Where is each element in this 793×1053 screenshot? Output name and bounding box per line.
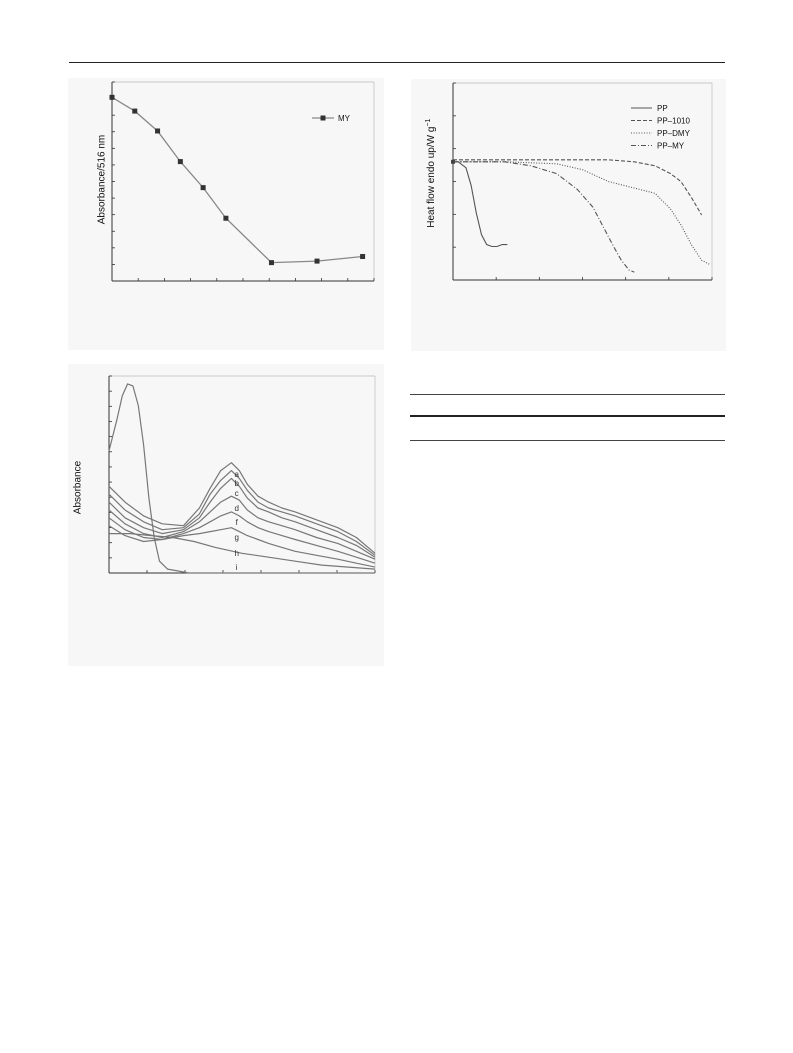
curve-label-g: g — [234, 533, 238, 542]
series-line-2 — [453, 161, 710, 265]
figure-panel-absorbance-516: MY Absorbance/516 nm — [68, 78, 384, 350]
data-point-my — [177, 159, 183, 165]
table-header-rule — [410, 415, 725, 417]
curve-label-a: a — [234, 470, 239, 479]
series-line-my — [111, 96, 363, 264]
start-point-marker — [451, 159, 455, 164]
data-point-my — [200, 185, 206, 191]
data-point-my — [360, 254, 366, 260]
spectrum-curve-c — [108, 477, 376, 558]
y-axis-label-superscript: −1 — [424, 118, 432, 127]
curve-label-h: h — [234, 549, 238, 558]
legend-swatch-marker — [320, 115, 326, 121]
legend-label-2: PP–DMY — [657, 129, 691, 138]
y-axis-label: Absorbance/516 nm — [96, 134, 108, 225]
data-point-my — [314, 258, 320, 264]
legend-label-my: MY — [338, 114, 351, 123]
curve-label-i: i — [236, 563, 238, 572]
page-header-rule — [69, 62, 725, 63]
spectrum-curve-i — [108, 383, 375, 574]
data-point-my — [132, 108, 138, 114]
spectrum-curve-b — [108, 470, 376, 556]
spectrum-curve-h — [109, 533, 376, 570]
chart-absorbance-516: MY — [109, 81, 375, 282]
legend-label-0: PP — [657, 104, 668, 113]
legend-label-3: PP–MY — [657, 142, 685, 151]
y-axis-label-text: Heat flow endo up/W g — [426, 126, 438, 228]
spectrum-curve-a — [108, 462, 376, 554]
series-line-1 — [453, 159, 703, 216]
chart-heat-flow: PP PP–1010 PP–DMY PP–MY — [451, 82, 713, 281]
data-point-my — [109, 94, 115, 100]
curve-label-b: b — [234, 479, 239, 488]
data-point-my — [268, 260, 274, 266]
curve-label-c: c — [235, 489, 239, 498]
data-point-my — [155, 128, 161, 134]
curve-label-f: f — [236, 518, 239, 527]
y-axis-label: Heat flow endo up/W g−1 — [425, 105, 437, 241]
y-axis-label: Absorbance — [72, 460, 84, 515]
table-bottom-rule — [410, 440, 725, 441]
curve-label-d: d — [234, 504, 238, 513]
spectrum-curve-d — [108, 495, 376, 560]
figure-panel-heat-flow: PP PP–1010 PP–DMY PP–MY Heat flow endo up/W… — [411, 79, 726, 351]
legend-label-1: PP–1010 — [657, 117, 690, 126]
table-top-rule — [410, 394, 725, 395]
series-line-0 — [453, 161, 508, 248]
data-point-my — [223, 215, 229, 221]
spectrum-curve-g — [108, 525, 376, 568]
series-line-3 — [453, 161, 635, 273]
spectrum-curve-f — [108, 511, 376, 564]
